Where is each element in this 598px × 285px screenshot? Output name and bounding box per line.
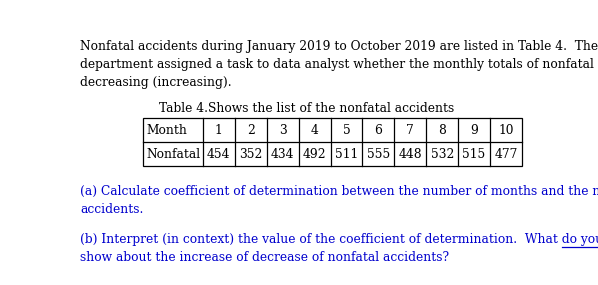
Text: Nonfatal accidents during January 2019 to October 2019 are listed in Table 4.  T: Nonfatal accidents during January 2019 t… bbox=[80, 40, 598, 53]
Text: 448: 448 bbox=[398, 148, 422, 160]
Text: 555: 555 bbox=[367, 148, 390, 160]
Text: 3: 3 bbox=[279, 124, 286, 137]
Text: Nonfatal: Nonfatal bbox=[146, 148, 200, 160]
Text: 492: 492 bbox=[303, 148, 327, 160]
Text: (a) Calculate coefficient of determination between the number of months and the : (a) Calculate coefficient of determinati… bbox=[80, 184, 598, 198]
Text: 1: 1 bbox=[215, 124, 222, 137]
Text: show about the increase of decrease of nonfatal accidents?: show about the increase of decrease of n… bbox=[80, 251, 450, 264]
Text: decreasing (increasing).: decreasing (increasing). bbox=[80, 76, 232, 89]
Text: 511: 511 bbox=[335, 148, 358, 160]
Text: department assigned a task to data analyst whether the monthly totals of nonfata: department assigned a task to data analy… bbox=[80, 58, 598, 71]
Text: 8: 8 bbox=[438, 124, 446, 137]
Text: 515: 515 bbox=[462, 148, 486, 160]
Text: 477: 477 bbox=[495, 148, 518, 160]
Text: (b) Interpret (in context) the value of the coefficient of determination.  What : (b) Interpret (in context) the value of … bbox=[80, 233, 598, 246]
Text: 2: 2 bbox=[247, 124, 255, 137]
Text: 9: 9 bbox=[470, 124, 478, 137]
Text: 434: 434 bbox=[271, 148, 294, 160]
Text: 532: 532 bbox=[431, 148, 454, 160]
Text: 454: 454 bbox=[207, 148, 231, 160]
Text: 352: 352 bbox=[239, 148, 263, 160]
Text: 7: 7 bbox=[407, 124, 414, 137]
Text: 4: 4 bbox=[310, 124, 319, 137]
Text: accidents.: accidents. bbox=[80, 203, 144, 215]
Text: 10: 10 bbox=[498, 124, 514, 137]
Text: 6: 6 bbox=[374, 124, 382, 137]
Text: Table 4.Shows the list of the nonfatal accidents: Table 4.Shows the list of the nonfatal a… bbox=[159, 102, 454, 115]
Text: 5: 5 bbox=[343, 124, 350, 137]
Text: Month: Month bbox=[146, 124, 187, 137]
